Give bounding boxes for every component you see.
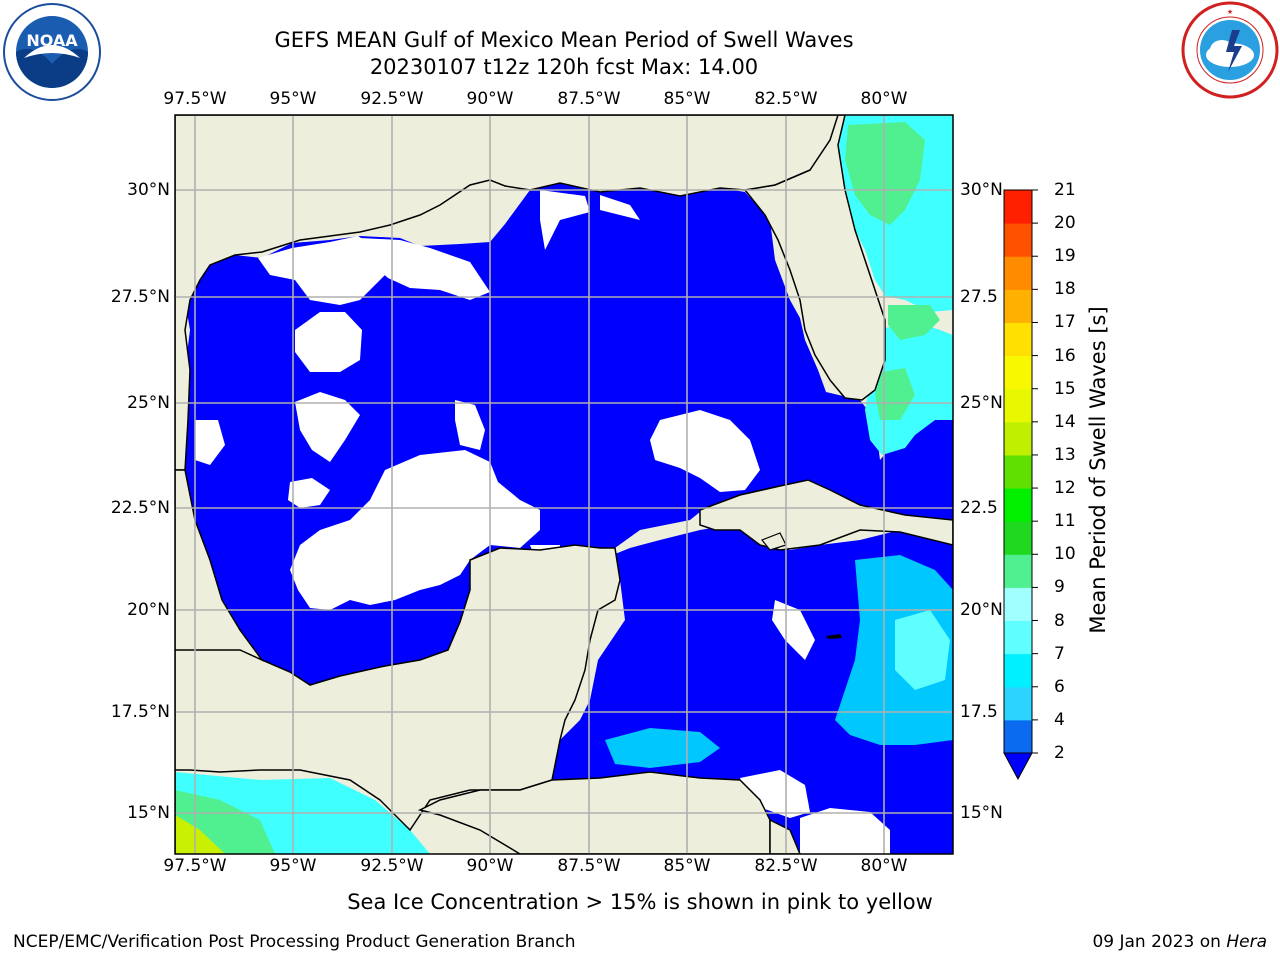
colorbar-block — [1004, 223, 1032, 257]
colorbar-tick-label: 19 — [1054, 246, 1076, 267]
colorbar-tick-label: 2 — [1054, 743, 1065, 763]
lat-label-left: 25°N — [127, 393, 170, 413]
colorbar-tick-label: 6 — [1054, 676, 1065, 697]
footer-host: Hera — [1226, 932, 1267, 952]
lat-label-right: 20°N — [960, 600, 1003, 620]
lat-label-right: 30°N — [960, 180, 1003, 200]
lon-label-bottom: 85°W — [663, 856, 711, 876]
colorbar-tick-label: 9 — [1054, 577, 1065, 598]
colorbar-block — [1004, 289, 1032, 323]
no-data-patches — [195, 190, 890, 854]
colorbar-tick-label: 21 — [1054, 180, 1076, 200]
colorbar-block — [1004, 256, 1032, 290]
lon-label-bottom: 92.5°W — [360, 856, 424, 876]
colorbar-title: Mean Period of Swell Waves [s] — [1086, 306, 1110, 634]
lat-label-left: 20°N — [127, 600, 170, 620]
colorbar-block — [1004, 587, 1032, 622]
caribbean-swell-8s — [895, 610, 950, 690]
lat-label-left: 27.5°N — [110, 287, 170, 307]
graticule — [175, 115, 953, 854]
noaa-logo: NOAA — [2, 2, 102, 102]
lat-label-left: 30°N — [127, 180, 170, 200]
colorbar-block — [1004, 620, 1032, 655]
lon-label-top: 85°W — [663, 89, 711, 109]
mexico-west-land — [175, 469, 265, 662]
colorbar-tick-label: 14 — [1054, 411, 1076, 432]
colorbar-block — [1004, 719, 1032, 754]
lon-label-bottom: 95°W — [269, 856, 317, 876]
pacific-swell-13s — [175, 815, 225, 854]
colorbar-tick-label: 8 — [1054, 610, 1065, 631]
lat-label-right: 15°N — [960, 803, 1003, 823]
lon-label-top: 80°W — [860, 89, 908, 109]
colorbar-tick-label: 10 — [1054, 544, 1076, 565]
colorbar-tick-label: 18 — [1054, 279, 1076, 300]
colorbar-tick-label: 17 — [1054, 312, 1076, 333]
lon-label-top: 92.5°W — [360, 89, 424, 109]
lon-label-top: 97.5°W — [163, 89, 227, 109]
colorbar-block — [1004, 355, 1032, 390]
colorbar-block — [1004, 190, 1032, 224]
colorbar-block — [1004, 388, 1032, 423]
footer-credit: NCEP/EMC/Verification Post Processing Pr… — [13, 932, 576, 952]
colorbar-block — [1004, 653, 1032, 688]
colorbar-block — [1004, 488, 1032, 522]
colorbar-block — [1004, 521, 1032, 555]
colorbar-tick-label: 20 — [1054, 213, 1076, 234]
colorbar-tick-label: 16 — [1054, 345, 1076, 366]
lon-label-bottom: 87.5°W — [557, 856, 621, 876]
map-frame — [174, 114, 954, 855]
colorbar-tick-label: 4 — [1054, 709, 1065, 730]
colorbar — [1003, 189, 1038, 781]
colorbar-tick-label: 15 — [1054, 378, 1076, 399]
lon-label-bottom: 90°W — [466, 856, 514, 876]
colorbar-tick-label: 12 — [1054, 478, 1076, 499]
sea-ice-note: Sea Ice Concentration > 15% is shown in … — [347, 890, 933, 914]
noaa-logo-text: NOAA — [26, 31, 78, 50]
lat-label-left: 17.5°N — [110, 702, 170, 722]
bahamas-swell-9s — [875, 368, 915, 420]
chart-subtitle: 20230107 t12z 120h fcst Max: 14.00 — [369, 55, 759, 79]
colorbar-block — [1004, 554, 1032, 588]
lon-label-bottom: 97.5°W — [163, 856, 227, 876]
lon-label-top: 87.5°W — [557, 89, 621, 109]
footer-date-text: 09 Jan 2023 on — [1092, 932, 1221, 952]
colorbar-tick-label: 13 — [1054, 444, 1076, 465]
nws-logo: ★ — [1180, 0, 1280, 100]
colorbar-block — [1004, 454, 1032, 489]
footer-date: 09 Jan 2023 on Hera — [1092, 932, 1267, 952]
colorbar-block — [1004, 322, 1032, 357]
colorbar-extend-arrow — [1003, 752, 1033, 781]
lat-label-left: 22.5°N — [110, 498, 170, 518]
lon-label-bottom: 82.5°W — [754, 856, 818, 876]
colorbar-frame — [1003, 189, 1033, 754]
lat-label-right: 22.5 — [960, 498, 998, 518]
lon-label-top: 82.5°W — [754, 89, 818, 109]
lon-label-bottom: 80°W — [860, 856, 908, 876]
colorbar-tick-label: 7 — [1054, 643, 1065, 664]
honduras-swell-6s — [605, 728, 720, 768]
caribbean-swell-6s — [835, 555, 953, 745]
jamaica-mark — [826, 634, 842, 639]
lon-label-top: 95°W — [269, 89, 317, 109]
colorbar-block — [1004, 421, 1032, 456]
svg-text:★: ★ — [1227, 8, 1233, 16]
lat-label-right: 17.5 — [960, 702, 998, 722]
lat-label-left: 15°N — [127, 803, 170, 823]
colorbar-tick-label: 11 — [1054, 511, 1076, 532]
lon-label-top: 90°W — [466, 89, 514, 109]
lat-label-right: 25°N — [960, 393, 1003, 413]
chart-title: GEFS MEAN Gulf of Mexico Mean Period of … — [274, 28, 854, 52]
keys-swell-9s — [888, 305, 940, 340]
atlantic-swell-9s — [845, 122, 925, 225]
lat-label-right: 27.5 — [960, 287, 998, 307]
colorbar-block — [1004, 686, 1032, 721]
